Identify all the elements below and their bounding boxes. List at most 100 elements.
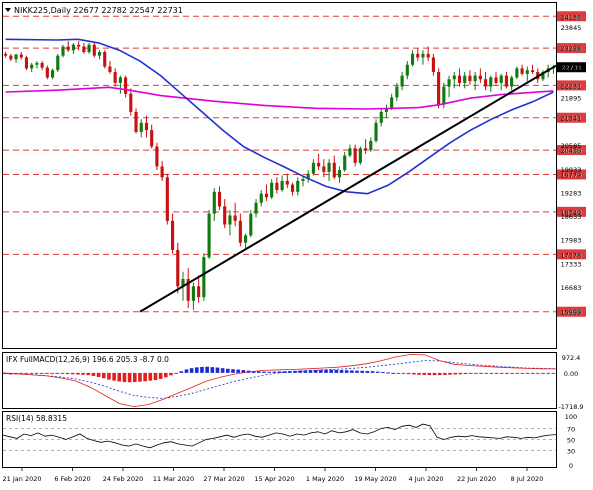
macd-histogram-bar: [396, 372, 401, 374]
y-tick-label: 24135: [561, 13, 582, 21]
macd-histogram-bar: [107, 372, 111, 380]
candle-body: [457, 75, 462, 83]
macd-histogram-bar: [45, 372, 49, 374]
macd-histogram-bar: [60, 372, 65, 374]
macd-histogram-bar: [210, 367, 215, 373]
y-tick-label: 18633: [561, 213, 582, 221]
candle-body: [139, 122, 143, 132]
y-tick-label: 20585: [561, 142, 582, 150]
candle-body: [275, 182, 279, 191]
macd-histogram-bar: [308, 370, 313, 373]
macd-histogram-bar: [484, 372, 489, 374]
macd-histogram-bar: [334, 369, 339, 373]
macd-histogram-bar: [24, 372, 29, 374]
candle-body: [504, 75, 509, 87]
macd-histogram-bar: [70, 372, 75, 375]
macd-histogram-bar: [525, 372, 530, 374]
candle-body: [129, 93, 133, 112]
candle-body: [270, 182, 274, 198]
macd-histogram-bar: [148, 372, 153, 381]
macd-histogram-bar: [479, 372, 483, 374]
candle-body: [223, 206, 227, 225]
candle-body: [134, 111, 138, 132]
macd-histogram-bar: [339, 370, 344, 373]
candle-body: [217, 191, 222, 207]
macd-histogram-bar: [494, 372, 499, 374]
candle-body: [369, 141, 373, 151]
rsi-y-tick: 50: [567, 437, 575, 445]
x-tick-label: 8 Jul 2020: [511, 475, 544, 483]
candle-body: [515, 68, 519, 78]
symbol-dropdown-icon[interactable]: [5, 8, 11, 12]
candle-body: [191, 286, 195, 301]
candle-body: [510, 77, 514, 87]
macd-histogram-bar: [231, 369, 235, 373]
y-tick-label: 19283: [561, 189, 582, 197]
level-price-label: 15999: [561, 309, 582, 317]
rsi-y-tick: 0: [569, 462, 573, 470]
level-price-box: [557, 80, 586, 91]
macd-y-tick: 0.00: [564, 370, 578, 378]
candle-body: [254, 202, 258, 214]
macd-histogram-bar: [241, 370, 246, 373]
candle-body: [19, 54, 23, 58]
x-tick-label: 27 Mar 2020: [203, 475, 244, 483]
macd-histogram-bar: [515, 372, 520, 374]
macd-histogram-bar: [319, 369, 323, 373]
level-price-label: 17578: [561, 251, 582, 259]
macd-histogram-bar: [443, 372, 447, 375]
level-price-box: [557, 112, 586, 123]
macd-histogram-bar: [267, 371, 271, 373]
macd-histogram-bar: [179, 371, 184, 373]
y-tick-label: 18749: [561, 209, 582, 217]
macd-histogram-bar: [365, 371, 370, 373]
candle-body: [447, 79, 451, 87]
candle-body: [4, 53, 8, 56]
macd-histogram-bar: [19, 372, 23, 374]
macd-histogram-bar: [189, 368, 194, 373]
candle-body: [374, 122, 378, 141]
macd-histogram-bar: [546, 372, 551, 374]
macd-histogram-bar: [360, 370, 365, 373]
candle-body: [202, 257, 206, 298]
trendline: [139, 64, 557, 313]
rsi-y-tick: 100: [565, 413, 577, 421]
candle-body: [35, 62, 39, 65]
macd-histogram-bar: [174, 372, 178, 374]
candle-body: [14, 54, 18, 60]
macd-histogram-bar: [220, 368, 225, 373]
candle-body: [468, 75, 472, 82]
candle-body: [212, 191, 216, 214]
macd-histogram-bar: [510, 372, 514, 374]
macd-histogram-bar: [236, 369, 240, 373]
macd-histogram-bar: [412, 372, 416, 375]
y-tick-label: 22731: [561, 64, 582, 72]
macd-histogram-bar: [417, 372, 421, 375]
candle-body: [61, 46, 65, 56]
macd-histogram-bar: [520, 372, 525, 374]
y-tick-label: 21341: [561, 115, 582, 123]
macd-histogram-bar: [437, 372, 442, 376]
macd-histogram-bar: [29, 372, 34, 374]
macd-histogram-bar: [375, 371, 380, 373]
macd-panel: 972.4 0.00 -1718.9: [2, 354, 584, 411]
candle-body: [452, 75, 456, 80]
macd-histogram-bar: [200, 366, 204, 373]
y-tick-label: 16683: [561, 284, 582, 292]
x-tick-label: 24 Feb 2020: [103, 475, 143, 483]
candle-body: [285, 180, 289, 185]
candle-body: [155, 146, 159, 167]
candle-body: [113, 72, 117, 83]
moving-averages: [5, 38, 554, 195]
candle-body: [426, 53, 430, 58]
rsi-title: RSI(14) 58.8315: [6, 414, 67, 423]
macd-histogram-bar: [169, 372, 173, 376]
candle-body: [311, 162, 315, 174]
candle-body: [296, 180, 300, 192]
y-tick-label: 19779: [561, 171, 582, 179]
x-tick-label: 19 May 2020: [354, 475, 396, 483]
candle-body: [66, 46, 70, 51]
ma-200-line: [5, 86, 554, 110]
macd-histogram-bar: [272, 371, 277, 373]
